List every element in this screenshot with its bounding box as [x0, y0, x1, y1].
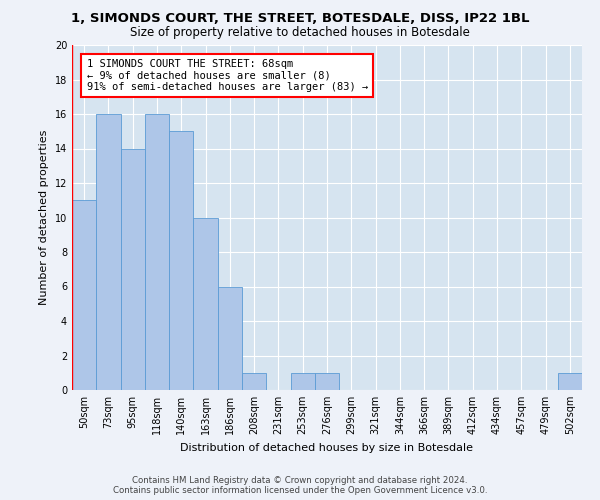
Bar: [218, 286, 242, 390]
Bar: [242, 373, 266, 390]
Bar: [72, 200, 96, 390]
Text: Size of property relative to detached houses in Botesdale: Size of property relative to detached ho…: [130, 26, 470, 39]
X-axis label: Distribution of detached houses by size in Botesdale: Distribution of detached houses by size …: [181, 442, 473, 452]
Text: 1 SIMONDS COURT THE STREET: 68sqm
← 9% of detached houses are smaller (8)
91% of: 1 SIMONDS COURT THE STREET: 68sqm ← 9% o…: [86, 59, 368, 92]
Bar: [169, 131, 193, 390]
Text: Contains HM Land Registry data © Crown copyright and database right 2024.
Contai: Contains HM Land Registry data © Crown c…: [113, 476, 487, 495]
Bar: [290, 373, 315, 390]
Bar: [193, 218, 218, 390]
Bar: [96, 114, 121, 390]
Bar: [558, 373, 582, 390]
Text: 1, SIMONDS COURT, THE STREET, BOTESDALE, DISS, IP22 1BL: 1, SIMONDS COURT, THE STREET, BOTESDALE,…: [71, 12, 529, 26]
Bar: [121, 148, 145, 390]
Bar: [145, 114, 169, 390]
Bar: [315, 373, 339, 390]
Y-axis label: Number of detached properties: Number of detached properties: [39, 130, 49, 305]
